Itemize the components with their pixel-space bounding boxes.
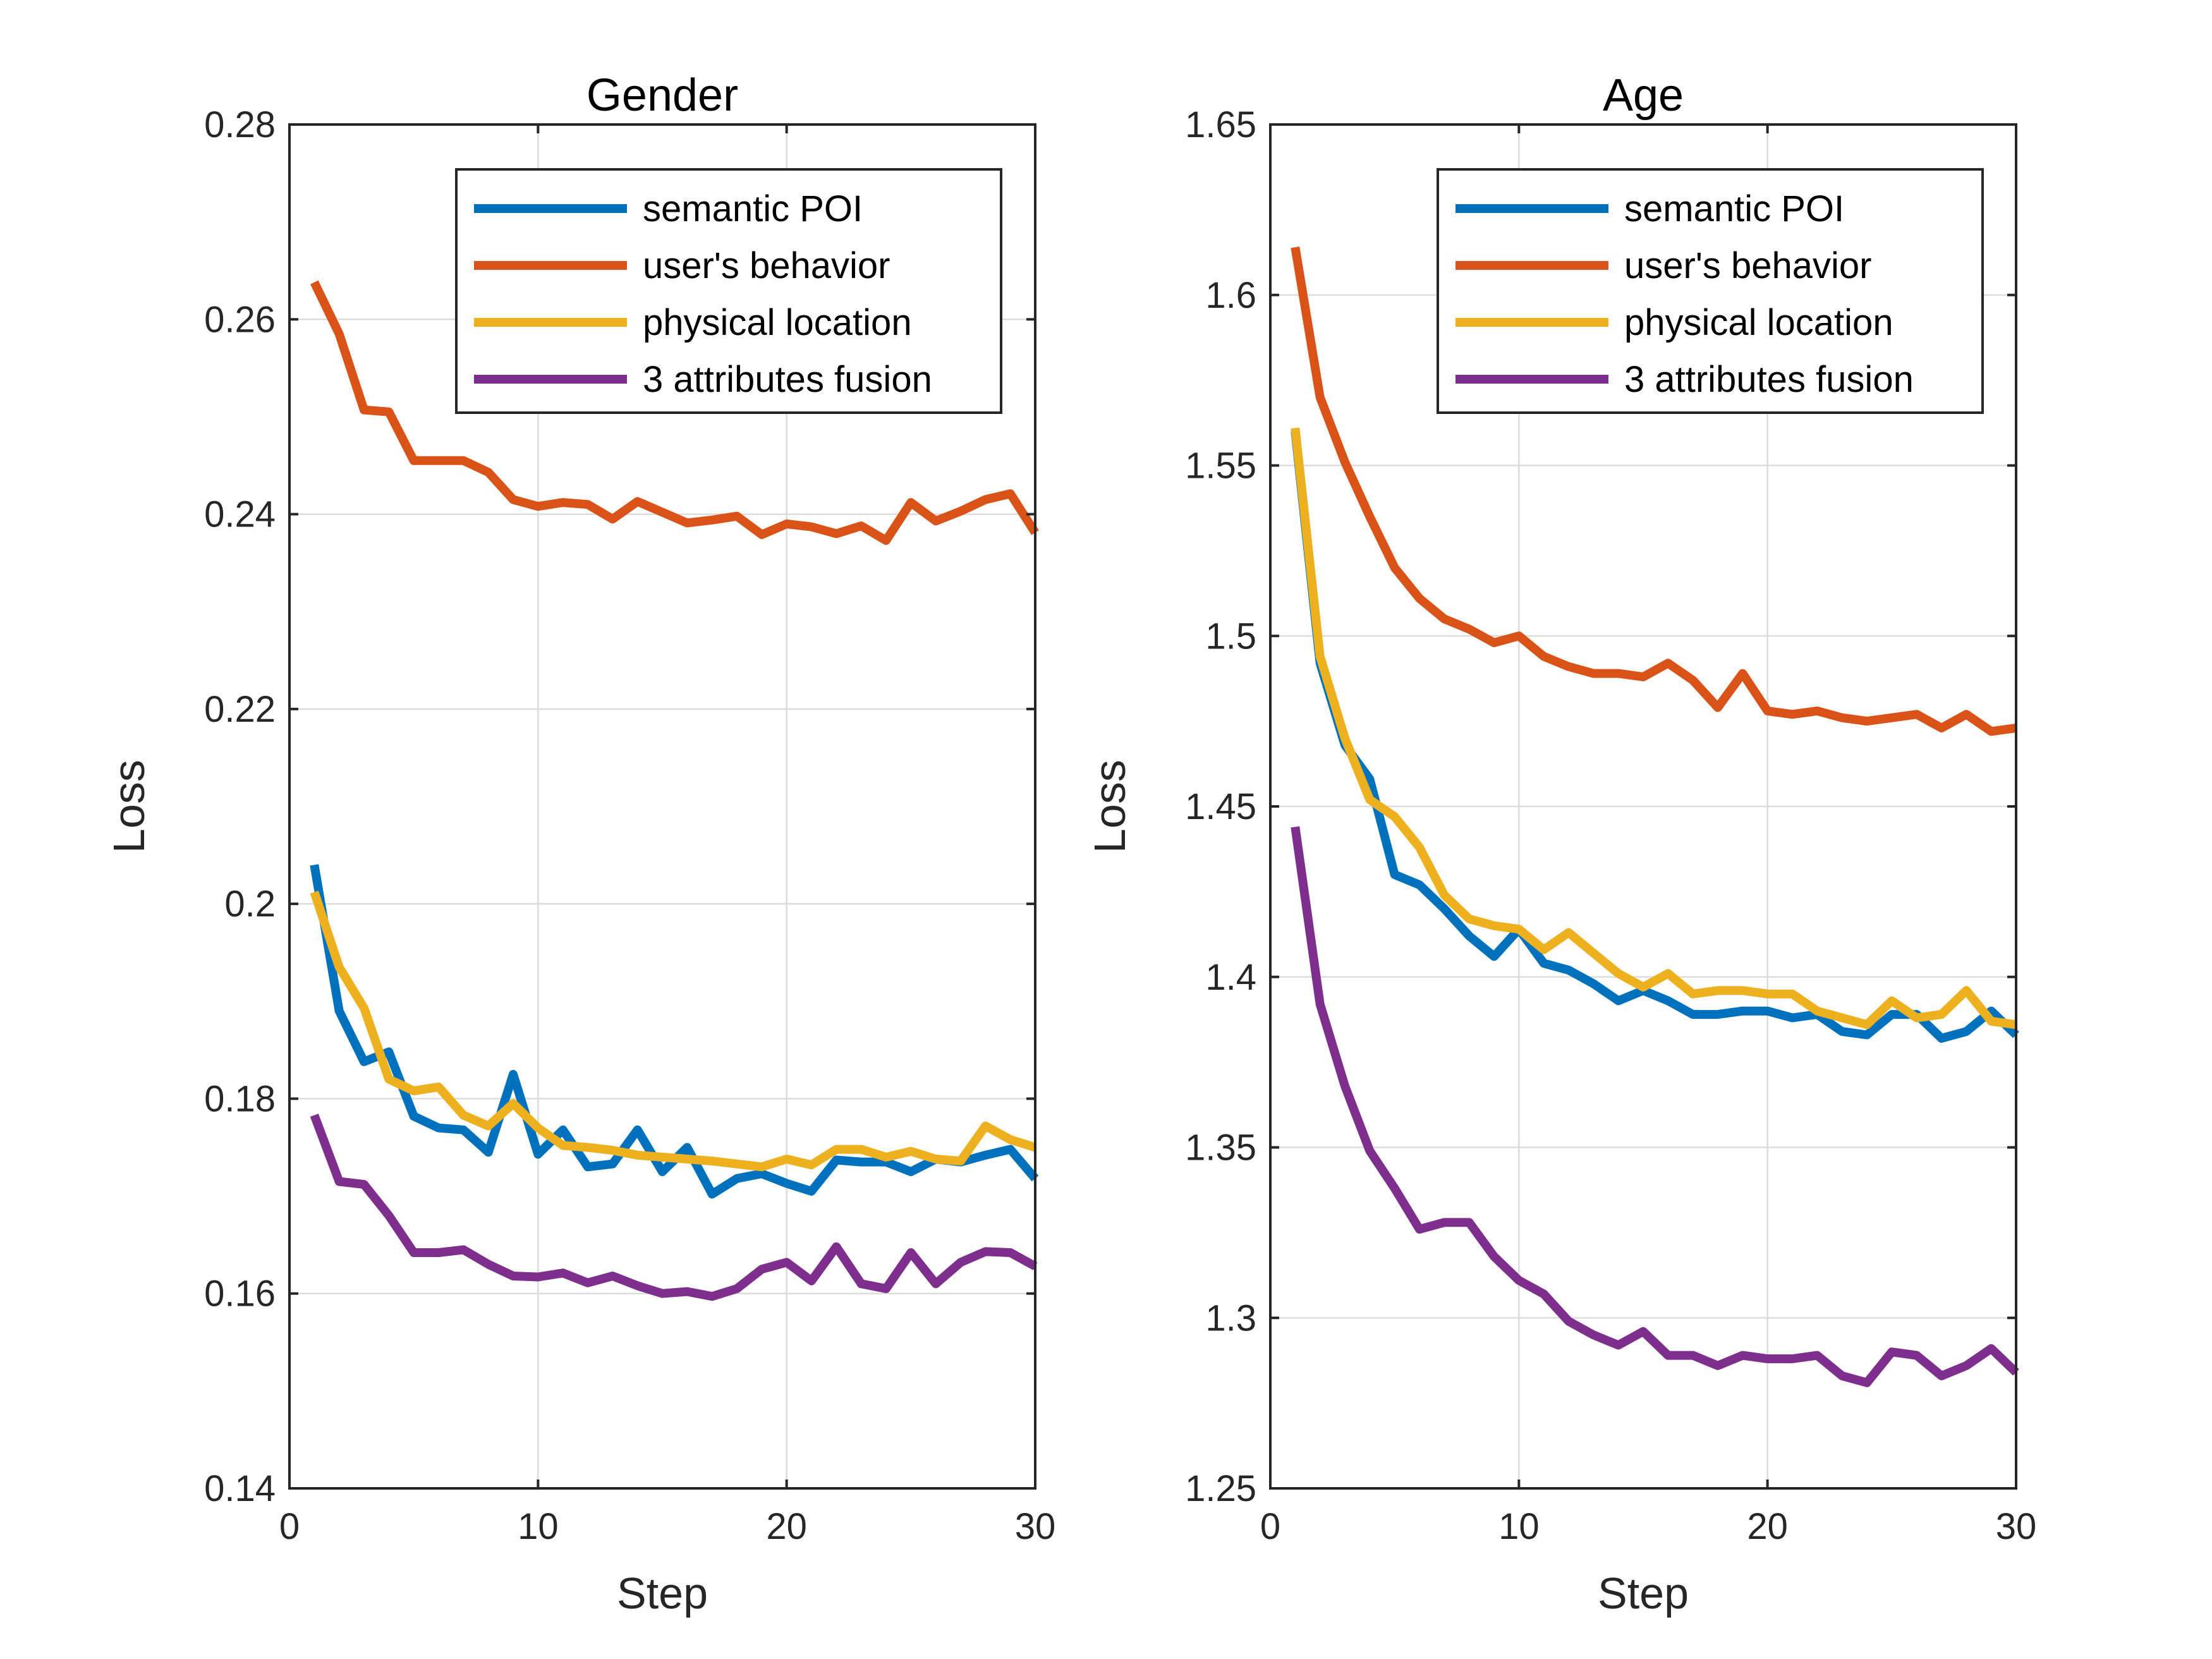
x-tick-label: 20	[766, 1506, 807, 1547]
x-tick-label: 10	[518, 1506, 559, 1547]
chart-title: Age	[1603, 70, 1684, 121]
legend-label-3: physical location	[643, 302, 912, 343]
y-tick-label: 1.25	[1185, 1468, 1256, 1509]
y-tick-label: 0.22	[204, 689, 276, 730]
legend-label-2: user's behavior	[643, 245, 890, 286]
y-tick-label: 1.3	[1205, 1297, 1256, 1339]
x-axis-label: Step	[617, 1569, 708, 1618]
x-tick-label: 0	[1260, 1506, 1280, 1547]
gender-plot: 0 10 20 30 0.14 0.16 0.18 0.2 0.22 0.24 0.26 0.28 Ge…	[104, 70, 1055, 1618]
legend-label-4: 3 attributes fusion	[1624, 359, 1914, 400]
y-tick-label: 0.18	[204, 1078, 276, 1119]
x-tick-label: 10	[1498, 1506, 1540, 1547]
series-line-2	[1291, 246, 2017, 736]
y-tick-label: 1.6	[1205, 275, 1256, 316]
y-tick-label: 0.14	[204, 1468, 276, 1509]
series-line-4	[310, 1114, 1038, 1301]
y-axis-label: Loss	[1085, 760, 1134, 853]
y-axis-label: Loss	[104, 760, 154, 853]
x-tick-label: 30	[1996, 1506, 2037, 1547]
x-tick-label: 0	[279, 1506, 300, 1547]
chart-title: Gender	[586, 70, 738, 121]
x-axis-label: Step	[1598, 1569, 1689, 1618]
series-line-2	[310, 280, 1039, 545]
series-line-4	[1291, 826, 2019, 1387]
y-tick-label: 0.24	[204, 494, 276, 535]
legend-label-1: semantic POI	[1624, 188, 1844, 229]
plot-frame	[288, 123, 1036, 1490]
age-plot: 0 10 20 30 1.25 1.3 1.35 1.4 1.45 1.5 1.55 1.6 1.65 A…	[1085, 70, 2036, 1618]
legend: semantic POI user's behavior physical loca…	[455, 168, 1002, 414]
y-tick-label: 0.28	[204, 104, 276, 145]
legend-label-2: user's behavior	[1624, 245, 1872, 286]
legend-label-3: physical location	[1624, 302, 1893, 343]
y-tick-label: 1.55	[1185, 446, 1256, 487]
x-tick-label: 30	[1015, 1506, 1056, 1547]
y-tick-label: 1.35	[1185, 1127, 1256, 1169]
series-line-3	[310, 890, 1037, 1172]
legend-label-4: 3 attributes fusion	[643, 359, 932, 400]
series-line-3	[1291, 427, 2017, 1030]
y-tick-label: 0.16	[204, 1273, 276, 1315]
series-line-1	[1291, 430, 2019, 1043]
y-tick-label: 0.2	[224, 884, 276, 925]
y-tick-label: 1.65	[1185, 104, 1256, 145]
y-tick-label: 1.45	[1185, 786, 1256, 827]
y-tick-label: 1.5	[1205, 616, 1256, 657]
x-tick-label: 20	[1747, 1506, 1788, 1547]
y-tick-label: 0.26	[204, 299, 276, 340]
y-tick-label: 1.4	[1205, 957, 1256, 998]
legend: semantic POI user's behavior physical loca…	[1437, 168, 1984, 414]
legend-label-1: semantic POI	[643, 188, 863, 229]
